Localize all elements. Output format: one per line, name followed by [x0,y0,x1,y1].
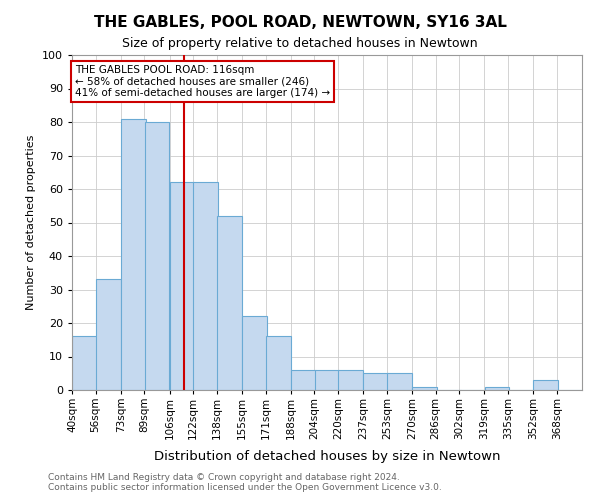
Bar [121,118,146,390]
Bar [217,216,242,390]
Bar [291,370,316,390]
Bar [193,182,218,390]
Bar [412,386,437,390]
Bar [387,373,412,390]
Bar [242,316,267,390]
Text: Contains HM Land Registry data © Crown copyright and database right 2024.
Contai: Contains HM Land Registry data © Crown c… [48,473,442,492]
Y-axis label: Number of detached properties: Number of detached properties [26,135,37,310]
Text: Size of property relative to detached houses in Newtown: Size of property relative to detached ho… [122,38,478,51]
Bar [96,280,121,390]
Text: THE GABLES POOL ROAD: 116sqm
← 58% of detached houses are smaller (246)
41% of s: THE GABLES POOL ROAD: 116sqm ← 58% of de… [75,65,330,98]
Bar [338,370,363,390]
Bar [314,370,340,390]
Bar [266,336,290,390]
Bar [170,182,194,390]
Bar [533,380,558,390]
Bar [145,122,169,390]
Bar [364,373,388,390]
Text: THE GABLES, POOL ROAD, NEWTOWN, SY16 3AL: THE GABLES, POOL ROAD, NEWTOWN, SY16 3AL [94,15,506,30]
X-axis label: Distribution of detached houses by size in Newtown: Distribution of detached houses by size … [154,450,500,463]
Bar [72,336,97,390]
Bar [485,386,509,390]
